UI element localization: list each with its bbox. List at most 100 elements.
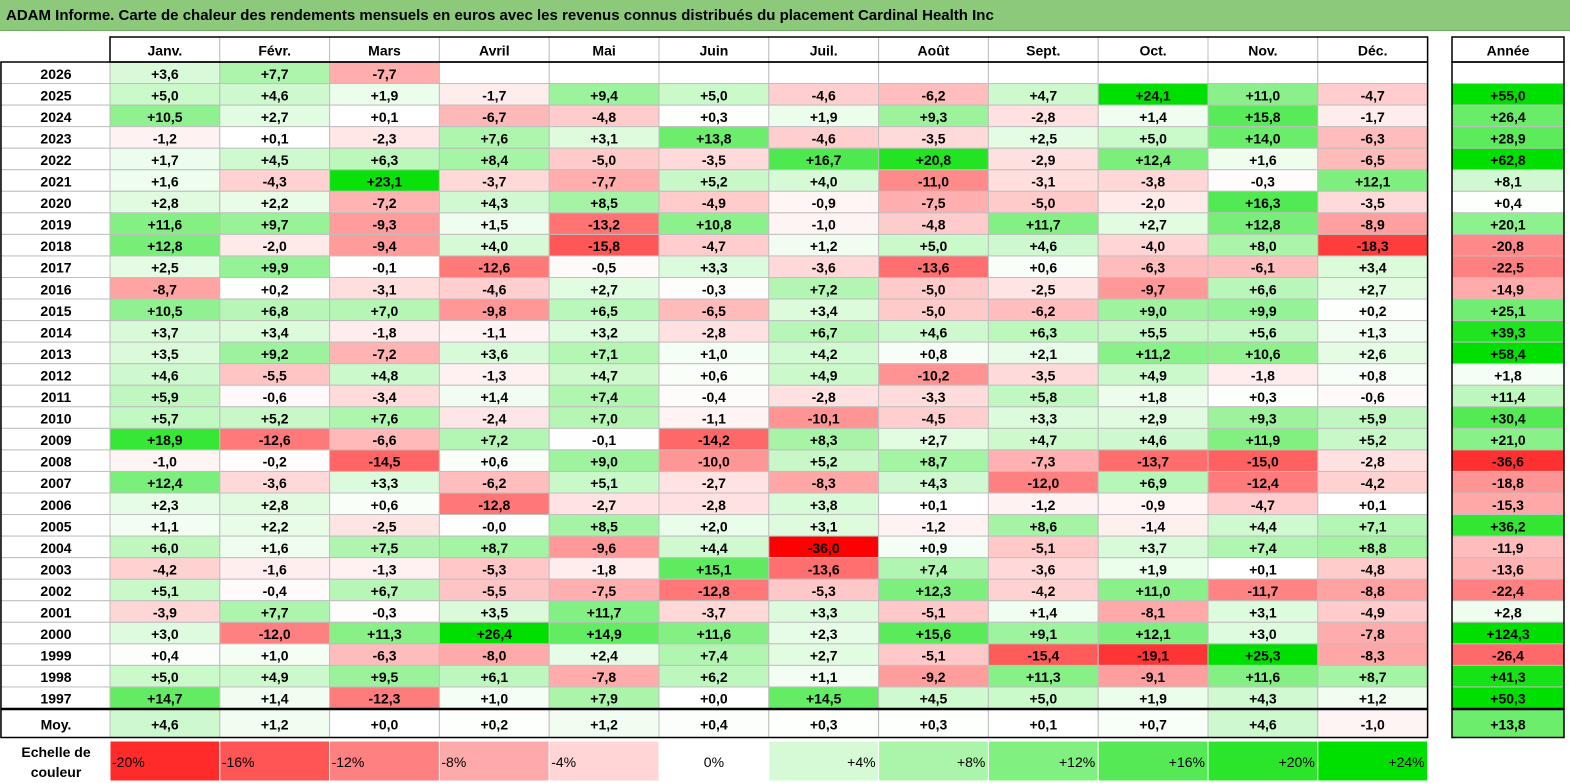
heatmap-cell-value: +0,3 (700, 109, 728, 125)
heatmap-cell-value: -6,5 (702, 303, 726, 319)
heatmap-cell-value: +1,9 (810, 109, 838, 125)
heatmap-cell-value: -3,8 (1141, 174, 1165, 190)
heatmap-cell-value: -3,5 (1031, 367, 1055, 383)
heatmap-cell-value: +4,6 (261, 87, 289, 103)
average-row-label: Moy. (41, 717, 72, 733)
year-total-value: +62,8 (1490, 152, 1526, 168)
month-header-label: Sept. (1026, 43, 1060, 59)
heatmap-cell-value: +11,6 (697, 626, 732, 642)
heatmap-cell-value: -8,3 (1361, 648, 1385, 664)
heatmap-cell-value: +3,3 (371, 475, 399, 491)
year-total-value: -13,6 (1492, 561, 1524, 577)
heatmap-cell-value: +1,5 (480, 217, 508, 233)
heatmap-cell-value: -15,8 (588, 238, 620, 254)
heatmap-cell-value: -6,3 (1361, 130, 1385, 146)
heatmap-cell-value: +7,2 (810, 281, 838, 297)
heatmap-cell (987, 61, 1099, 85)
average-cell-value: +0,1 (1029, 717, 1057, 733)
heatmap-cell-value: -4,7 (1361, 87, 1385, 103)
heatmap-cell-value: +4,7 (1029, 432, 1057, 448)
heatmap-cell-value: +0,8 (920, 346, 948, 362)
heatmap-cell-value: +6,3 (371, 152, 399, 168)
month-header-label: Août (918, 43, 950, 59)
heatmap-cell-value: -13,2 (588, 217, 620, 233)
heatmap-cell-value: +5,2 (1359, 432, 1387, 448)
heatmap-cell-value: +4,6 (1139, 432, 1167, 448)
heatmap-cell-value: +11,6 (1246, 669, 1281, 685)
heatmap-cell-value: +1,2 (1359, 691, 1387, 707)
heatmap-cell-value: -3,5 (921, 130, 945, 146)
year-total-value: -36,6 (1492, 454, 1524, 470)
heatmap-cell-value: -7,5 (592, 583, 616, 599)
heatmap-cell-value: +3,6 (151, 66, 179, 82)
color-scale-label: +12% (1059, 754, 1095, 770)
heatmap-cell-value: +4,6 (151, 367, 179, 383)
heatmap-cell-value: +2,7 (261, 109, 289, 125)
heatmap-cell-value: +7,1 (1359, 518, 1387, 534)
heatmap-cell-value: -2,0 (1141, 195, 1165, 211)
heatmap-cell-value: -12,0 (259, 626, 291, 642)
year-total-value: -22,5 (1492, 260, 1524, 276)
heatmap-cell-value: -15,4 (1027, 648, 1059, 664)
heatmap-cell-value: +18,9 (147, 432, 183, 448)
heatmap-cell-value: +5,7 (151, 411, 179, 427)
heatmap-cell-value: -0,3 (702, 281, 726, 297)
heatmap-cell-value: +0,1 (1359, 497, 1387, 513)
heatmap-cell-value: -3,7 (482, 174, 506, 190)
heatmap-cell-value: +4,7 (590, 367, 618, 383)
heatmap-cell-value: -4,8 (921, 217, 945, 233)
heatmap-cell-value: -1,3 (482, 367, 506, 383)
heatmap-cell-value: +8,5 (590, 195, 618, 211)
heatmap-cell-value: -7,8 (1361, 626, 1385, 642)
row-year-label: 2019 (40, 217, 71, 233)
row-year-label: 2014 (40, 324, 71, 340)
heatmap-cell-value: -12,0 (1027, 475, 1059, 491)
heatmap-cell-value: +7,6 (480, 130, 508, 146)
heatmap-cell-value: -18,3 (1357, 238, 1389, 254)
month-header-label: Nov. (1248, 43, 1277, 59)
heatmap-cell-value: +9,0 (590, 454, 618, 470)
heatmap-cell-value: +4,7 (1029, 87, 1057, 103)
color-scale-swatch (1317, 740, 1429, 782)
year-total-value: -20,8 (1492, 238, 1524, 254)
row-year-label: 2024 (40, 109, 71, 125)
heatmap-cell-value: +12,8 (1245, 217, 1281, 233)
heatmap-cell-value: +3,4 (261, 324, 289, 340)
heatmap-cell-value: +1,9 (1139, 561, 1167, 577)
heatmap-cell-value: +5,2 (261, 411, 289, 427)
heatmap-cell-value: +1,0 (261, 648, 289, 664)
heatmap-cell-value: +2,7 (1139, 217, 1167, 233)
heatmap-cell-value: -3,3 (921, 389, 945, 405)
heatmap-cell-value: +1,9 (1139, 691, 1167, 707)
heatmap-cell-value: -0,1 (372, 260, 396, 276)
heatmap-cell-value: +9,3 (1249, 411, 1277, 427)
heatmap-cell-value: -1,2 (1031, 497, 1055, 513)
heatmap-cell-value: +1,7 (151, 152, 179, 168)
average-label-cell (0, 709, 111, 738)
heatmap-cell-value: -14,2 (698, 432, 730, 448)
heatmap-cell-value: -1,8 (1251, 367, 1275, 383)
heatmap-cell-value: -5,1 (921, 605, 945, 621)
heatmap-cell-value: +5,2 (810, 454, 838, 470)
heatmap-cell-value: +4,4 (700, 540, 728, 556)
heatmap-cell-value: +24,1 (1135, 87, 1171, 103)
heatmap-cell-value: +2,1 (1029, 346, 1057, 362)
heatmap-cell-value: +2,0 (700, 518, 728, 534)
heatmap-cell-value: +6,3 (1029, 324, 1057, 340)
heatmap-cell-value: +4,4 (1249, 518, 1277, 534)
heatmap-cell-value: +26,4 (477, 626, 513, 642)
heatmap-cell-value: -1,1 (482, 324, 506, 340)
heatmap-cell-value: +2,2 (261, 195, 289, 211)
row-year-label: 1997 (40, 691, 71, 707)
color-scale-swatch (1207, 740, 1319, 782)
heatmap-cell-value: +6,7 (810, 324, 838, 340)
heatmap-cell-value: -0,2 (263, 454, 287, 470)
year-total-value: +124,3 (1486, 626, 1529, 642)
heatmap-cell-value: +7,4 (700, 648, 728, 664)
year-total-value: +58,4 (1490, 346, 1526, 362)
heatmap-cell-value: +1,3 (1359, 324, 1387, 340)
heatmap-cell-value: +1,9 (371, 87, 399, 103)
heatmap-cell-value: -9,7 (1141, 281, 1165, 297)
row-year-label: 2020 (40, 195, 71, 211)
average-cell (1317, 709, 1429, 738)
